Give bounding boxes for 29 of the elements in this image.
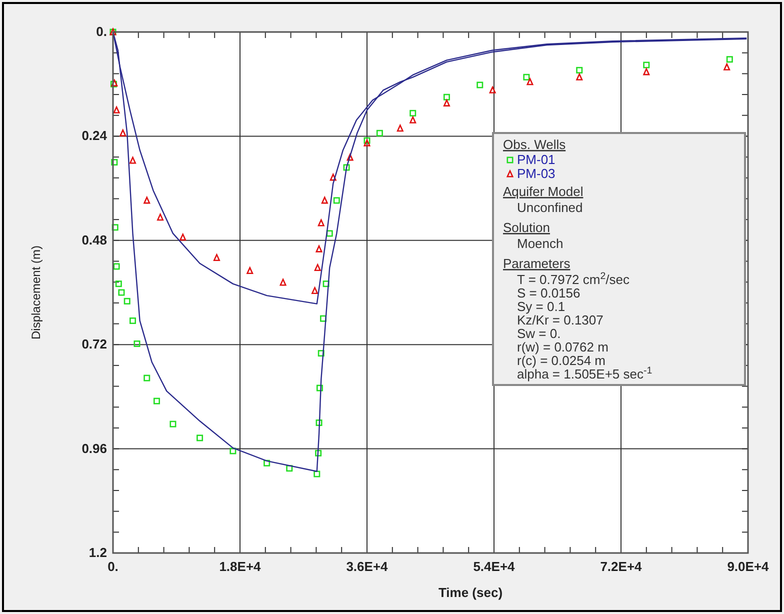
y-tick-label: 0.24	[82, 128, 108, 144]
annotation: Unconfined	[517, 200, 583, 215]
annotation: Moench	[517, 236, 564, 251]
legend-label: PM-03	[517, 166, 556, 181]
annotation: Sy = 0.1	[517, 299, 566, 314]
x-tick-label: 5.4E+4	[473, 559, 516, 574]
y-tick-label: 0.48	[82, 232, 107, 248]
legend-title: Obs. Wells	[503, 137, 566, 152]
y-tick-label: 0.	[96, 24, 107, 39]
y-axis-title: Displacement (m)	[29, 245, 43, 340]
annotation: S = 0.0156	[517, 286, 580, 300]
annotation: Solution	[503, 220, 550, 235]
x-tick-label: 0.	[108, 559, 118, 574]
annotation: Aquifer Model	[503, 184, 584, 199]
x-tick-label: 9.0E+4	[727, 559, 770, 574]
x-tick-label: 7.2E+4	[600, 559, 643, 574]
y-tick-label: 1.2	[88, 545, 107, 560]
annotation: Sw = 0.	[517, 326, 561, 341]
annotation: r(c) = 0.0254 m	[517, 353, 606, 368]
x-axis-title: Time (sec)	[438, 585, 503, 600]
annotation: T = 0.7972 cm$^{2}$/sec	[517, 270, 630, 287]
y-tick-label: 0.96	[82, 440, 107, 456]
legend-label: PM-01	[517, 152, 556, 167]
annotation: Parameters	[503, 256, 571, 271]
annotation: Kz/Kr = 0.1307	[517, 312, 604, 328]
y-tick-label: 0.72	[82, 336, 107, 352]
x-tick-label: 1.8E+4	[219, 559, 262, 574]
x-tick-label: 3.6E+4	[346, 559, 389, 574]
annotation: r(w) = 0.0762 m	[517, 340, 608, 354]
